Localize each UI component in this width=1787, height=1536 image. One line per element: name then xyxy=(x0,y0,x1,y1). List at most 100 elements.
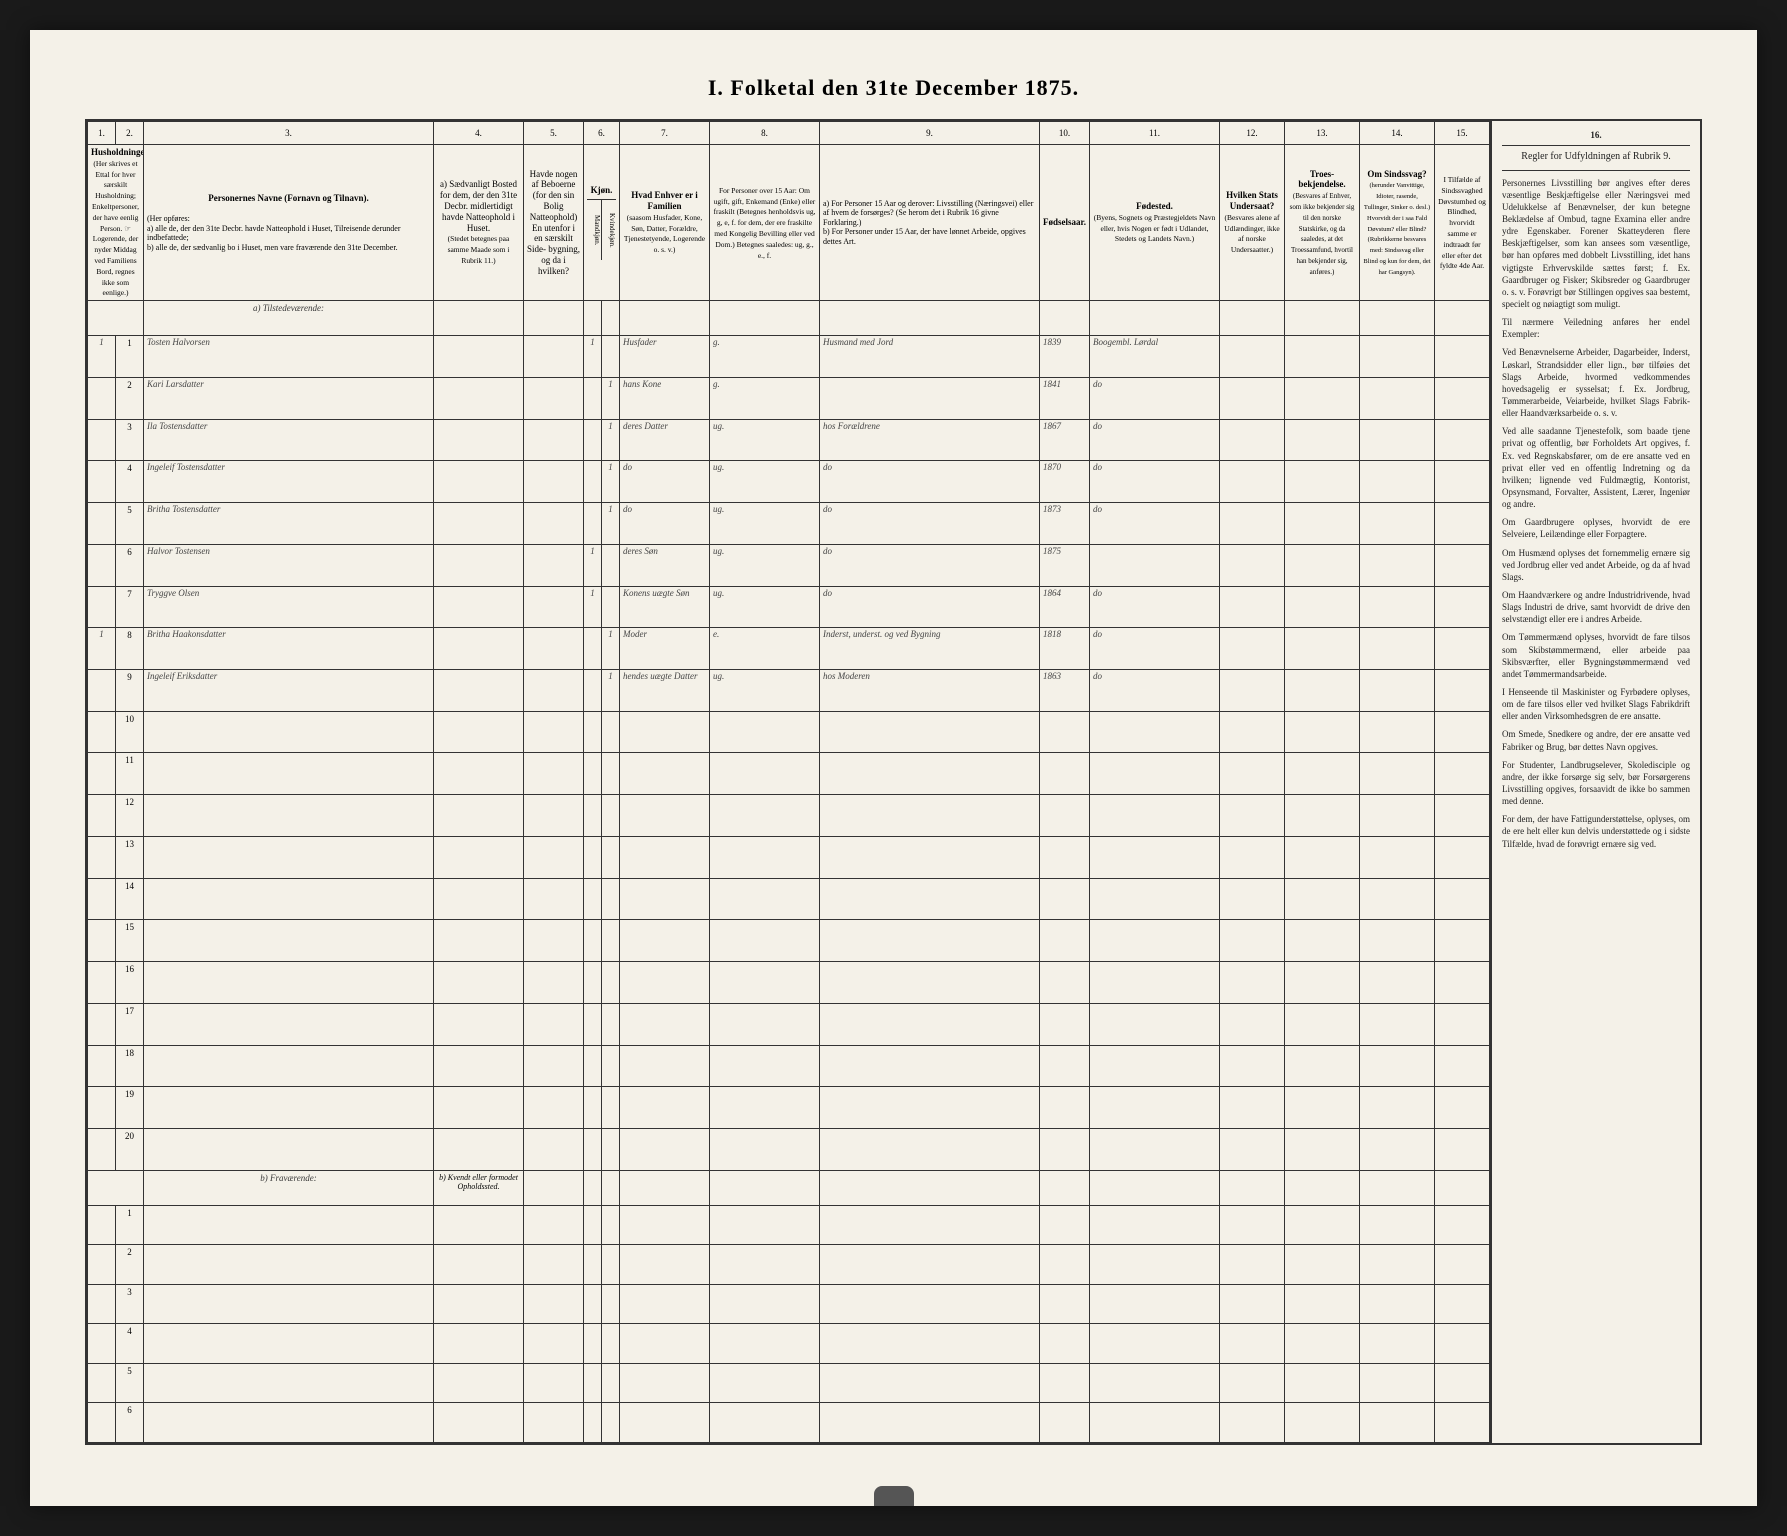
cell xyxy=(1220,753,1285,795)
hdr-15: I Tilfælde af Sindssvaghed Døvstumhed og… xyxy=(1435,145,1490,301)
cell-c15 xyxy=(1435,503,1490,545)
cell-n1 xyxy=(88,544,116,586)
cell-place: do xyxy=(1090,670,1220,712)
cell-n2: 1 xyxy=(116,1205,144,1244)
cell-ms: ug. xyxy=(710,544,820,586)
cell-rel: deres Datter xyxy=(620,419,710,461)
cell-n1 xyxy=(88,419,116,461)
cell-place: do xyxy=(1090,628,1220,670)
cell xyxy=(710,1170,820,1205)
cell-occ: do xyxy=(820,461,1040,503)
cell-ms: e. xyxy=(710,628,820,670)
cell xyxy=(1090,1363,1220,1402)
cell-c15 xyxy=(1435,628,1490,670)
cell xyxy=(710,711,820,753)
cell xyxy=(434,753,524,795)
cell xyxy=(584,1170,602,1205)
cell xyxy=(820,1324,1040,1363)
cell xyxy=(144,1284,434,1323)
cell-rel: do xyxy=(620,503,710,545)
cell-c5 xyxy=(524,544,584,586)
cell-c4 xyxy=(434,419,524,461)
cell xyxy=(820,301,1040,336)
cell-c14 xyxy=(1360,544,1435,586)
cell xyxy=(602,1284,620,1323)
cell-c14 xyxy=(1360,336,1435,378)
cell-n2: 5 xyxy=(116,1363,144,1402)
cell-yr: 1864 xyxy=(1040,586,1090,628)
cell-c6a xyxy=(584,377,602,419)
cell-n2: 4 xyxy=(116,1324,144,1363)
cell xyxy=(1220,920,1285,962)
cell xyxy=(620,836,710,878)
cell-n2: 3 xyxy=(116,419,144,461)
table-row: 2Kari Larsdatter1hans Koneg.1841do xyxy=(88,377,1490,419)
colnum-14: 14. xyxy=(1360,122,1435,145)
cell-ms: g. xyxy=(710,377,820,419)
cell xyxy=(1435,795,1490,837)
cell xyxy=(434,1245,524,1284)
cell xyxy=(710,962,820,1004)
cell xyxy=(820,711,1040,753)
cell xyxy=(434,1363,524,1402)
cell-n2: 14 xyxy=(116,878,144,920)
cell-c4 xyxy=(434,670,524,712)
hdr-c7: Hvad Enhver er i Familien xyxy=(631,190,697,211)
cell xyxy=(820,1003,1040,1045)
side-p9: I Henseende til Maskinister og Fyrbødere… xyxy=(1502,686,1690,722)
cell xyxy=(144,1129,434,1171)
cell xyxy=(1435,1087,1490,1129)
cell xyxy=(710,1087,820,1129)
cell-c5 xyxy=(524,461,584,503)
cell xyxy=(1090,1245,1220,1284)
cell-ms: ug. xyxy=(710,586,820,628)
cell-c6a: 1 xyxy=(584,586,602,628)
cell xyxy=(1040,1403,1090,1443)
cell-c14 xyxy=(1360,461,1435,503)
cell xyxy=(1435,1170,1490,1205)
cell-place: do xyxy=(1090,461,1220,503)
cell xyxy=(1040,711,1090,753)
cell-n2: 6 xyxy=(116,544,144,586)
cell-c13 xyxy=(1285,628,1360,670)
cell-name: Tryggve Olsen xyxy=(144,586,434,628)
cell-c6a xyxy=(584,628,602,670)
cell xyxy=(1040,1245,1090,1284)
cell xyxy=(1285,878,1360,920)
cell xyxy=(1360,301,1435,336)
cell xyxy=(434,962,524,1004)
cell xyxy=(1360,1087,1435,1129)
cell xyxy=(434,1403,524,1443)
cell xyxy=(710,1045,820,1087)
cell xyxy=(1220,1245,1285,1284)
cell xyxy=(434,711,524,753)
cell xyxy=(1360,1324,1435,1363)
cell xyxy=(710,878,820,920)
table-row: 5 xyxy=(88,1363,1490,1402)
cell-yr: 1873 xyxy=(1040,503,1090,545)
table-row: 3Ila Tostensdatter1deres Datterug.hos Fo… xyxy=(88,419,1490,461)
cell xyxy=(144,920,434,962)
cell-c4 xyxy=(434,503,524,545)
cell xyxy=(602,1245,620,1284)
cell-c13 xyxy=(1285,461,1360,503)
cell xyxy=(820,1284,1040,1323)
cell-c5 xyxy=(524,503,584,545)
cell-c6b: 1 xyxy=(602,419,620,461)
cell xyxy=(1220,1170,1285,1205)
cell xyxy=(1040,962,1090,1004)
table-row: 1 xyxy=(88,1205,1490,1244)
cell xyxy=(602,920,620,962)
cell-c13 xyxy=(1285,336,1360,378)
hdr-c6b: Kvindekjøn. xyxy=(602,200,616,260)
cell xyxy=(620,1284,710,1323)
cell-c12 xyxy=(1220,503,1285,545)
cell xyxy=(1285,1045,1360,1087)
cell xyxy=(820,1170,1040,1205)
cell xyxy=(1090,1205,1220,1244)
cell xyxy=(1360,962,1435,1004)
cell xyxy=(524,795,584,837)
cell xyxy=(620,753,710,795)
cell xyxy=(620,1363,710,1402)
table-row: 20 xyxy=(88,1129,1490,1171)
